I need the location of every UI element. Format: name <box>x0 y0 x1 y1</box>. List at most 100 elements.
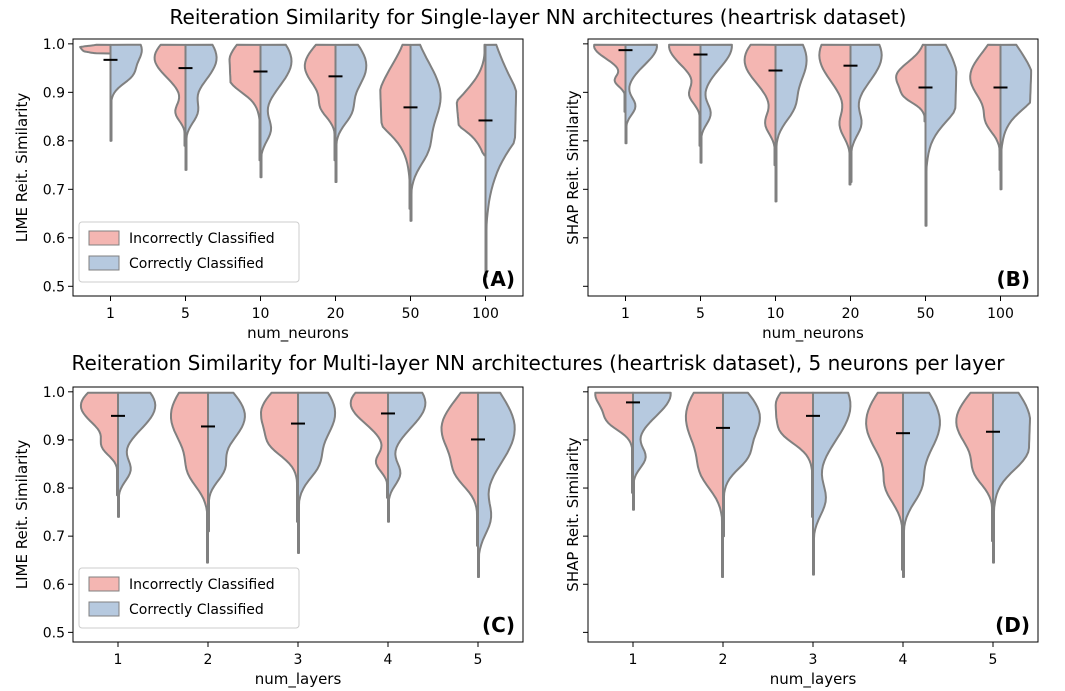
legend-swatch-incorrect <box>88 230 120 246</box>
violin-2 <box>684 391 761 579</box>
x-axis-label: num_neurons <box>762 324 864 343</box>
violin-incorrect <box>668 43 702 147</box>
legend-box <box>78 221 300 283</box>
x-tick-label: 4 <box>384 652 393 668</box>
legend-label-correct: Correctly Classified <box>129 256 264 272</box>
violin-correct <box>849 43 883 184</box>
x-tick-label: 4 <box>899 652 908 668</box>
violin-correct <box>999 43 1033 191</box>
violin-correct <box>812 391 852 576</box>
legend-label-incorrect: Incorrectly Classified <box>129 231 275 247</box>
x-tick-label: 5 <box>696 306 705 322</box>
violin-incorrect <box>440 391 479 547</box>
x-tick-label: 1 <box>114 652 123 668</box>
x-tick-label: 50 <box>917 306 935 322</box>
violin-correct <box>409 43 442 222</box>
violin-correct <box>259 43 293 179</box>
panel-c: 0.5 0.6 0.7 0.8 0.9 1.0 1 2 3 4 5 num_layers LIME Re… <box>13 385 524 689</box>
y-tick-label: 0.9 <box>43 85 65 101</box>
violin-correct <box>924 43 958 227</box>
x-tick-label: 100 <box>472 306 499 322</box>
x-tick-label: 3 <box>809 652 818 668</box>
violin-10 <box>228 43 293 179</box>
y-tick-label: 0.8 <box>43 481 65 497</box>
y-tick-label: 1.0 <box>43 37 65 53</box>
legend-box <box>78 567 300 629</box>
violin-correct <box>109 43 143 142</box>
x-axis-label: num_neurons <box>247 324 349 343</box>
violin-incorrect <box>228 43 262 162</box>
violin-50 <box>895 43 958 227</box>
violin-incorrect <box>79 391 119 497</box>
legend: Incorrectly Classified Correctly Classifi… <box>78 567 300 629</box>
violin-incorrect <box>349 391 389 499</box>
violin-1 <box>593 43 658 145</box>
axes-frame <box>587 38 1039 297</box>
x-tick-label: 20 <box>842 306 860 322</box>
bottom-title: Reiteration Similarity for Multi-layer N… <box>72 351 1006 375</box>
y-tick-label: 0.6 <box>43 231 65 247</box>
violin-incorrect <box>684 391 724 579</box>
violin-correct <box>774 43 808 203</box>
violin-5 <box>153 43 218 171</box>
x-tick-label: 1 <box>629 652 638 668</box>
violin-50 <box>379 43 442 222</box>
violin-correct <box>722 391 761 538</box>
legend-label-incorrect: Incorrectly Classified <box>129 577 275 593</box>
violin-20 <box>303 43 368 184</box>
violin-correct <box>992 391 1031 564</box>
top-title: Reiteration Similarity for Single-layer … <box>170 5 907 29</box>
violin-4 <box>349 391 427 523</box>
violin-incorrect <box>455 43 487 157</box>
violin-incorrect <box>379 43 412 210</box>
y-tick-label: 0.9 <box>43 433 65 449</box>
violin-correct <box>632 391 672 511</box>
violin-100 <box>969 43 1033 191</box>
legend-swatch-incorrect <box>88 576 120 592</box>
x-tick-label: 2 <box>719 652 728 668</box>
legend-swatch-correct <box>88 601 120 617</box>
violin-5 <box>440 391 516 579</box>
y-tick-label: 0.6 <box>43 577 65 593</box>
violin-incorrect <box>895 43 927 123</box>
violin-incorrect <box>865 391 904 571</box>
panel-d: 1 2 3 4 5 num_layers SHAP Reit. Similarity (D) <box>564 386 1039 689</box>
violin-correct <box>484 43 518 278</box>
x-tick-label: 1 <box>621 306 630 322</box>
violin-incorrect <box>593 43 627 113</box>
panel-label: (B) <box>996 267 1030 291</box>
x-tick-label: 1 <box>106 306 115 322</box>
violin-3 <box>774 391 852 576</box>
violin-correct <box>477 391 516 579</box>
violin-4 <box>865 391 941 579</box>
y-tick-label: 0.7 <box>43 182 65 198</box>
panel-label: (D) <box>995 613 1030 637</box>
violin-correct <box>902 391 941 579</box>
x-tick-label: 3 <box>294 652 303 668</box>
panels: 0.5 0.6 0.7 0.8 0.9 1.0 1 5 10 20 50 100 num_neurons… <box>13 37 1039 689</box>
x-tick-label: 100 <box>987 306 1014 322</box>
panel-b: 1 5 10 20 50 100 num_neurons SHAP Reit. Similar… <box>564 38 1039 343</box>
y-axis-label: SHAP Reit. Similarity <box>564 437 582 591</box>
x-axis-label: num_layers <box>770 670 857 689</box>
y-axis-label: LIME Reit. Similarity <box>13 440 31 590</box>
y-tick-label: 0.5 <box>43 625 65 641</box>
y-tick-label: 0.8 <box>43 134 65 150</box>
violin-5 <box>955 391 1031 564</box>
x-tick-label: 50 <box>402 306 420 322</box>
violin-incorrect <box>594 391 634 494</box>
y-tick-label: 0.5 <box>43 279 65 295</box>
y-axis-label: SHAP Reit. Similarity <box>564 90 582 244</box>
violin-5 <box>668 43 733 164</box>
violin-incorrect <box>743 43 777 167</box>
violin-incorrect <box>153 43 187 147</box>
violin-incorrect <box>170 391 209 564</box>
legend: Incorrectly Classified Correctly Classifi… <box>78 221 300 283</box>
panel-label: (C) <box>482 613 515 637</box>
violin-correct <box>207 391 246 533</box>
violin-correct <box>699 43 733 164</box>
violin-1 <box>79 43 143 142</box>
x-tick-label: 10 <box>252 306 270 322</box>
panel-a: 0.5 0.6 0.7 0.8 0.9 1.0 1 5 10 20 50 100 num_neurons… <box>13 37 524 343</box>
